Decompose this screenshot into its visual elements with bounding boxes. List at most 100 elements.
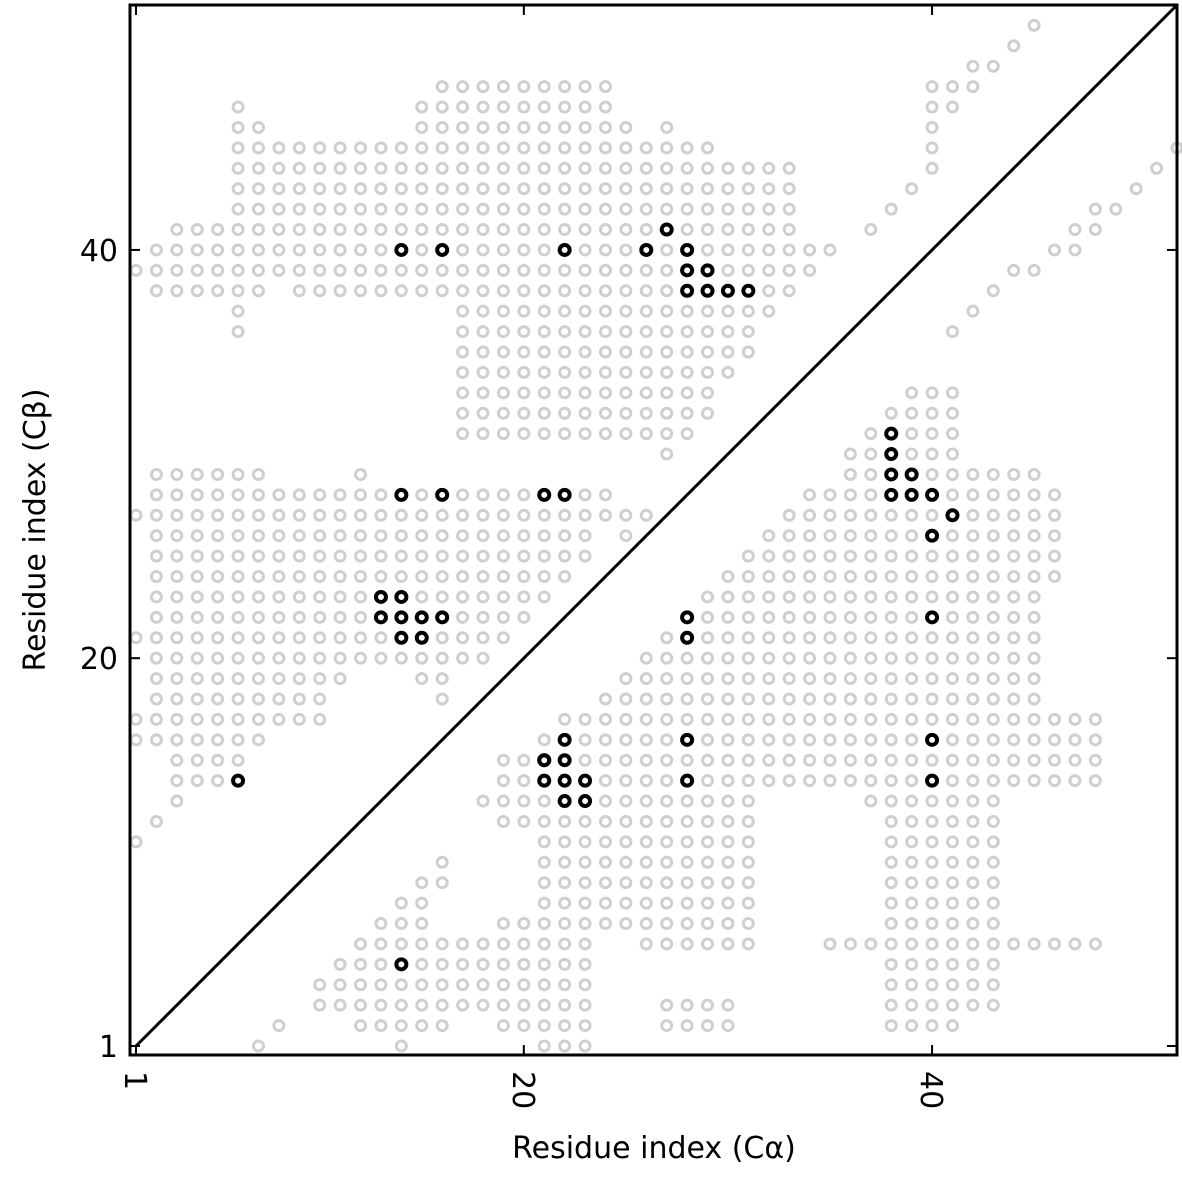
predicted-contact-point <box>660 631 674 645</box>
predicted-contact-point <box>843 937 857 951</box>
ticks-layer: 1 20 40 1 20 40 <box>80 5 1177 1109</box>
predicted-contact-point <box>598 100 612 114</box>
predicted-contact-point <box>1048 753 1062 767</box>
predicted-contact-point <box>803 774 817 788</box>
predicted-contact-point <box>517 998 531 1012</box>
predicted-contact-point <box>435 937 449 951</box>
predicted-contact-point <box>1027 570 1041 584</box>
predicted-contact-point <box>884 692 898 706</box>
predicted-contact-point <box>925 447 939 461</box>
predicted-contact-point <box>598 263 612 277</box>
predicted-contact-point <box>925 712 939 726</box>
predicted-contact-point <box>721 753 735 767</box>
predicted-contact-point <box>925 692 939 706</box>
predicted-contact-point <box>251 223 265 237</box>
predicted-contact-point <box>701 794 715 808</box>
predicted-contact-point <box>966 467 980 481</box>
predicted-contact-point <box>211 590 225 604</box>
predicted-contact-point <box>313 570 327 584</box>
predicted-contact-point <box>149 692 163 706</box>
predicted-contact-point <box>782 549 796 563</box>
predicted-contact-point <box>537 876 551 890</box>
predicted-contact-point <box>660 447 674 461</box>
predicted-contact-point <box>843 488 857 502</box>
predicted-contact-point <box>415 917 429 931</box>
observed-contact-point <box>578 773 593 788</box>
predicted-contact-point <box>558 957 572 971</box>
predicted-contact-point <box>945 733 959 747</box>
predicted-contact-point <box>619 304 633 318</box>
predicted-contact-point <box>741 345 755 359</box>
predicted-contact-point <box>558 100 572 114</box>
predicted-contact-point <box>292 284 306 298</box>
predicted-contact-point <box>823 774 837 788</box>
predicted-contact-point <box>741 712 755 726</box>
predicted-contact-point <box>415 570 429 584</box>
predicted-contact-point <box>1027 651 1041 665</box>
predicted-contact-point <box>884 917 898 931</box>
predicted-contact-point <box>517 141 531 155</box>
predicted-contact-point <box>680 161 694 175</box>
predicted-contact-point <box>1068 733 1082 747</box>
predicted-contact-point <box>435 692 449 706</box>
predicted-contact-point <box>313 712 327 726</box>
predicted-contact-point <box>313 610 327 624</box>
predicted-contact-point <box>292 692 306 706</box>
predicted-contact-point <box>843 651 857 665</box>
predicted-contact-point <box>741 835 755 849</box>
predicted-contact-point <box>905 672 919 686</box>
predicted-contact-point <box>741 672 755 686</box>
predicted-contact-point <box>211 692 225 706</box>
predicted-contact-point <box>782 692 796 706</box>
predicted-contact-point <box>619 223 633 237</box>
predicted-contact-point <box>741 631 755 645</box>
predicted-contact-point <box>598 304 612 318</box>
predicted-contact-point <box>190 774 204 788</box>
predicted-contact-point <box>762 753 776 767</box>
predicted-contact-point <box>660 243 674 257</box>
observed-contact-point <box>925 487 940 502</box>
predicted-contact-point <box>598 508 612 522</box>
predicted-contact-point <box>354 263 368 277</box>
predicted-contact-point <box>1048 774 1062 788</box>
predicted-contact-point <box>1027 263 1041 277</box>
predicted-contact-point <box>864 631 878 645</box>
predicted-contact-point <box>415 202 429 216</box>
observed-contact-point <box>435 242 450 257</box>
predicted-contact-point <box>966 692 980 706</box>
predicted-contact-point <box>701 937 715 951</box>
predicted-contact-point <box>415 672 429 686</box>
predicted-contact-point <box>925 508 939 522</box>
predicted-contact-point <box>762 733 776 747</box>
predicted-contact-point <box>394 1039 408 1053</box>
predicted-contact-point <box>986 508 1000 522</box>
predicted-contact-point <box>476 488 490 502</box>
predicted-contact-point <box>945 631 959 645</box>
predicted-contact-point <box>578 549 592 563</box>
observed-contact-point <box>394 242 409 257</box>
predicted-contact-point <box>292 672 306 686</box>
predicted-contact-point <box>925 141 939 155</box>
predicted-contact-point <box>374 651 388 665</box>
predicted-contact-point <box>762 672 776 686</box>
predicted-contact-point <box>231 243 245 257</box>
predicted-contact-point <box>496 998 510 1012</box>
predicted-contact-point <box>639 406 653 420</box>
predicted-contact-point <box>701 651 715 665</box>
predicted-contact-point <box>619 284 633 298</box>
predicted-contact-point <box>149 243 163 257</box>
predicted-contact-point <box>272 549 286 563</box>
predicted-contact-point <box>680 998 694 1012</box>
predicted-contact-point <box>741 610 755 624</box>
predicted-contact-point <box>272 141 286 155</box>
predicted-contact-point <box>333 161 347 175</box>
predicted-contact-point <box>864 447 878 461</box>
predicted-contact-point <box>782 651 796 665</box>
predicted-contact-point <box>394 263 408 277</box>
predicted-contact-point <box>578 161 592 175</box>
predicted-contact-point <box>660 733 674 747</box>
predicted-contact-point <box>333 978 347 992</box>
predicted-contact-point <box>905 631 919 645</box>
predicted-contact-point <box>251 467 265 481</box>
predicted-contact-point <box>639 202 653 216</box>
